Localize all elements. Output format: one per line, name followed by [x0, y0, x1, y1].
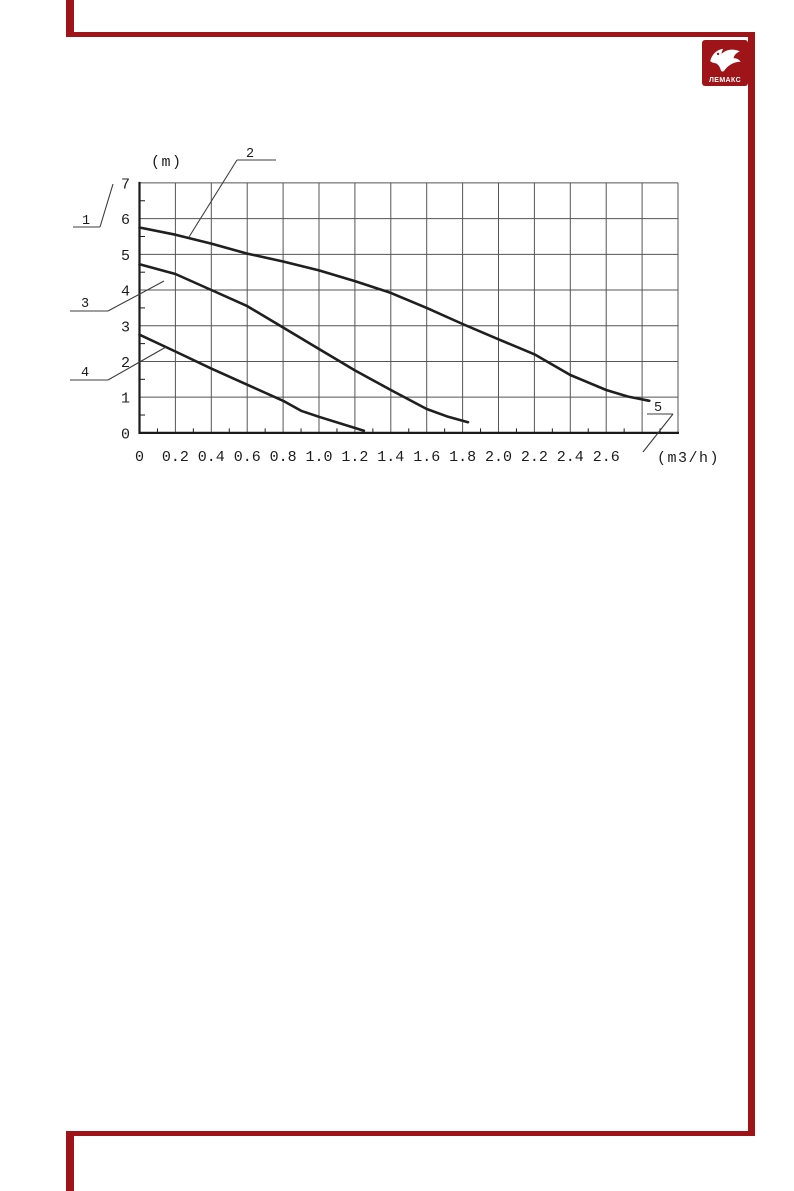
- brand-logo-text: ЛЕМАКС: [708, 77, 742, 84]
- falcon-icon: [710, 48, 741, 72]
- callout-leader: [107, 280, 165, 312]
- x-tick-label: 0: [135, 449, 144, 466]
- callout-leader: [188, 159, 238, 238]
- chart-x-tick-labels: 0 0.2 0.4 0.6 0.8 1.0 1.2 1.4 1.6 1.8 2.0 2.2 2.4 2.6: [135, 449, 620, 466]
- frame-right-line: [748, 32, 755, 1136]
- callout-label: 2: [246, 147, 254, 162]
- x-tick-label: 2.2: [521, 449, 548, 466]
- callout-label: 4: [81, 366, 89, 381]
- y-tick-label: 7: [121, 176, 130, 193]
- callout-leader: [642, 413, 674, 453]
- y-tick-label: 5: [121, 248, 130, 265]
- callout-leader: [107, 346, 167, 381]
- callout-label: 5: [654, 401, 662, 416]
- x-tick-label: 1.6: [413, 449, 440, 466]
- x-tick-label: 0.8: [270, 449, 297, 466]
- frame-top-line: [66, 32, 755, 37]
- y-tick-label: 3: [121, 319, 130, 336]
- x-axis-unit-label: (m3/h): [657, 450, 720, 467]
- brand-logo: ЛЕМАКС: [702, 40, 748, 86]
- pump-curve-high: [138, 226, 651, 403]
- x-tick-label: 1.2: [341, 449, 368, 466]
- frame-bottom-line: [66, 1131, 755, 1136]
- x-tick-label: 2.0: [485, 449, 512, 466]
- x-tick-label: 2.6: [593, 449, 620, 466]
- frame-bottom-left-bar: [66, 1131, 74, 1191]
- x-tick-label: 0.6: [234, 449, 261, 466]
- y-tick-label: 2: [121, 355, 130, 372]
- x-tick-label: 1.4: [377, 449, 404, 466]
- callout-leader: [99, 183, 114, 228]
- chart-curves: [138, 226, 651, 433]
- x-tick-label: 2.4: [557, 449, 584, 466]
- y-tick-label: 4: [121, 284, 130, 301]
- chart-y-tick-labels: 0 1 2 3 4 5 6 7: [121, 176, 130, 443]
- x-tick-label: 0.4: [198, 449, 225, 466]
- pump-curve-mid: [138, 263, 470, 424]
- x-tick-label: 1.8: [449, 449, 476, 466]
- frame-top-left-bar: [66, 0, 74, 37]
- callout-label: 1: [82, 214, 90, 229]
- callout-label: 3: [81, 297, 89, 312]
- chart-axes: [138, 181, 679, 434]
- y-tick-label: 0: [121, 426, 130, 443]
- chart-callouts: 1 2 3 4 5: [70, 147, 674, 453]
- y-axis-unit-label: (m): [151, 154, 183, 171]
- y-tick-label: 6: [121, 212, 130, 229]
- pump-curve-low: [138, 333, 366, 433]
- x-tick-label: 0.2: [162, 449, 189, 466]
- y-tick-label: 1: [121, 391, 130, 408]
- x-tick-label: 1.0: [305, 449, 332, 466]
- chart-grid: [139, 182, 679, 433]
- chart-minor-ticks: [139, 200, 661, 433]
